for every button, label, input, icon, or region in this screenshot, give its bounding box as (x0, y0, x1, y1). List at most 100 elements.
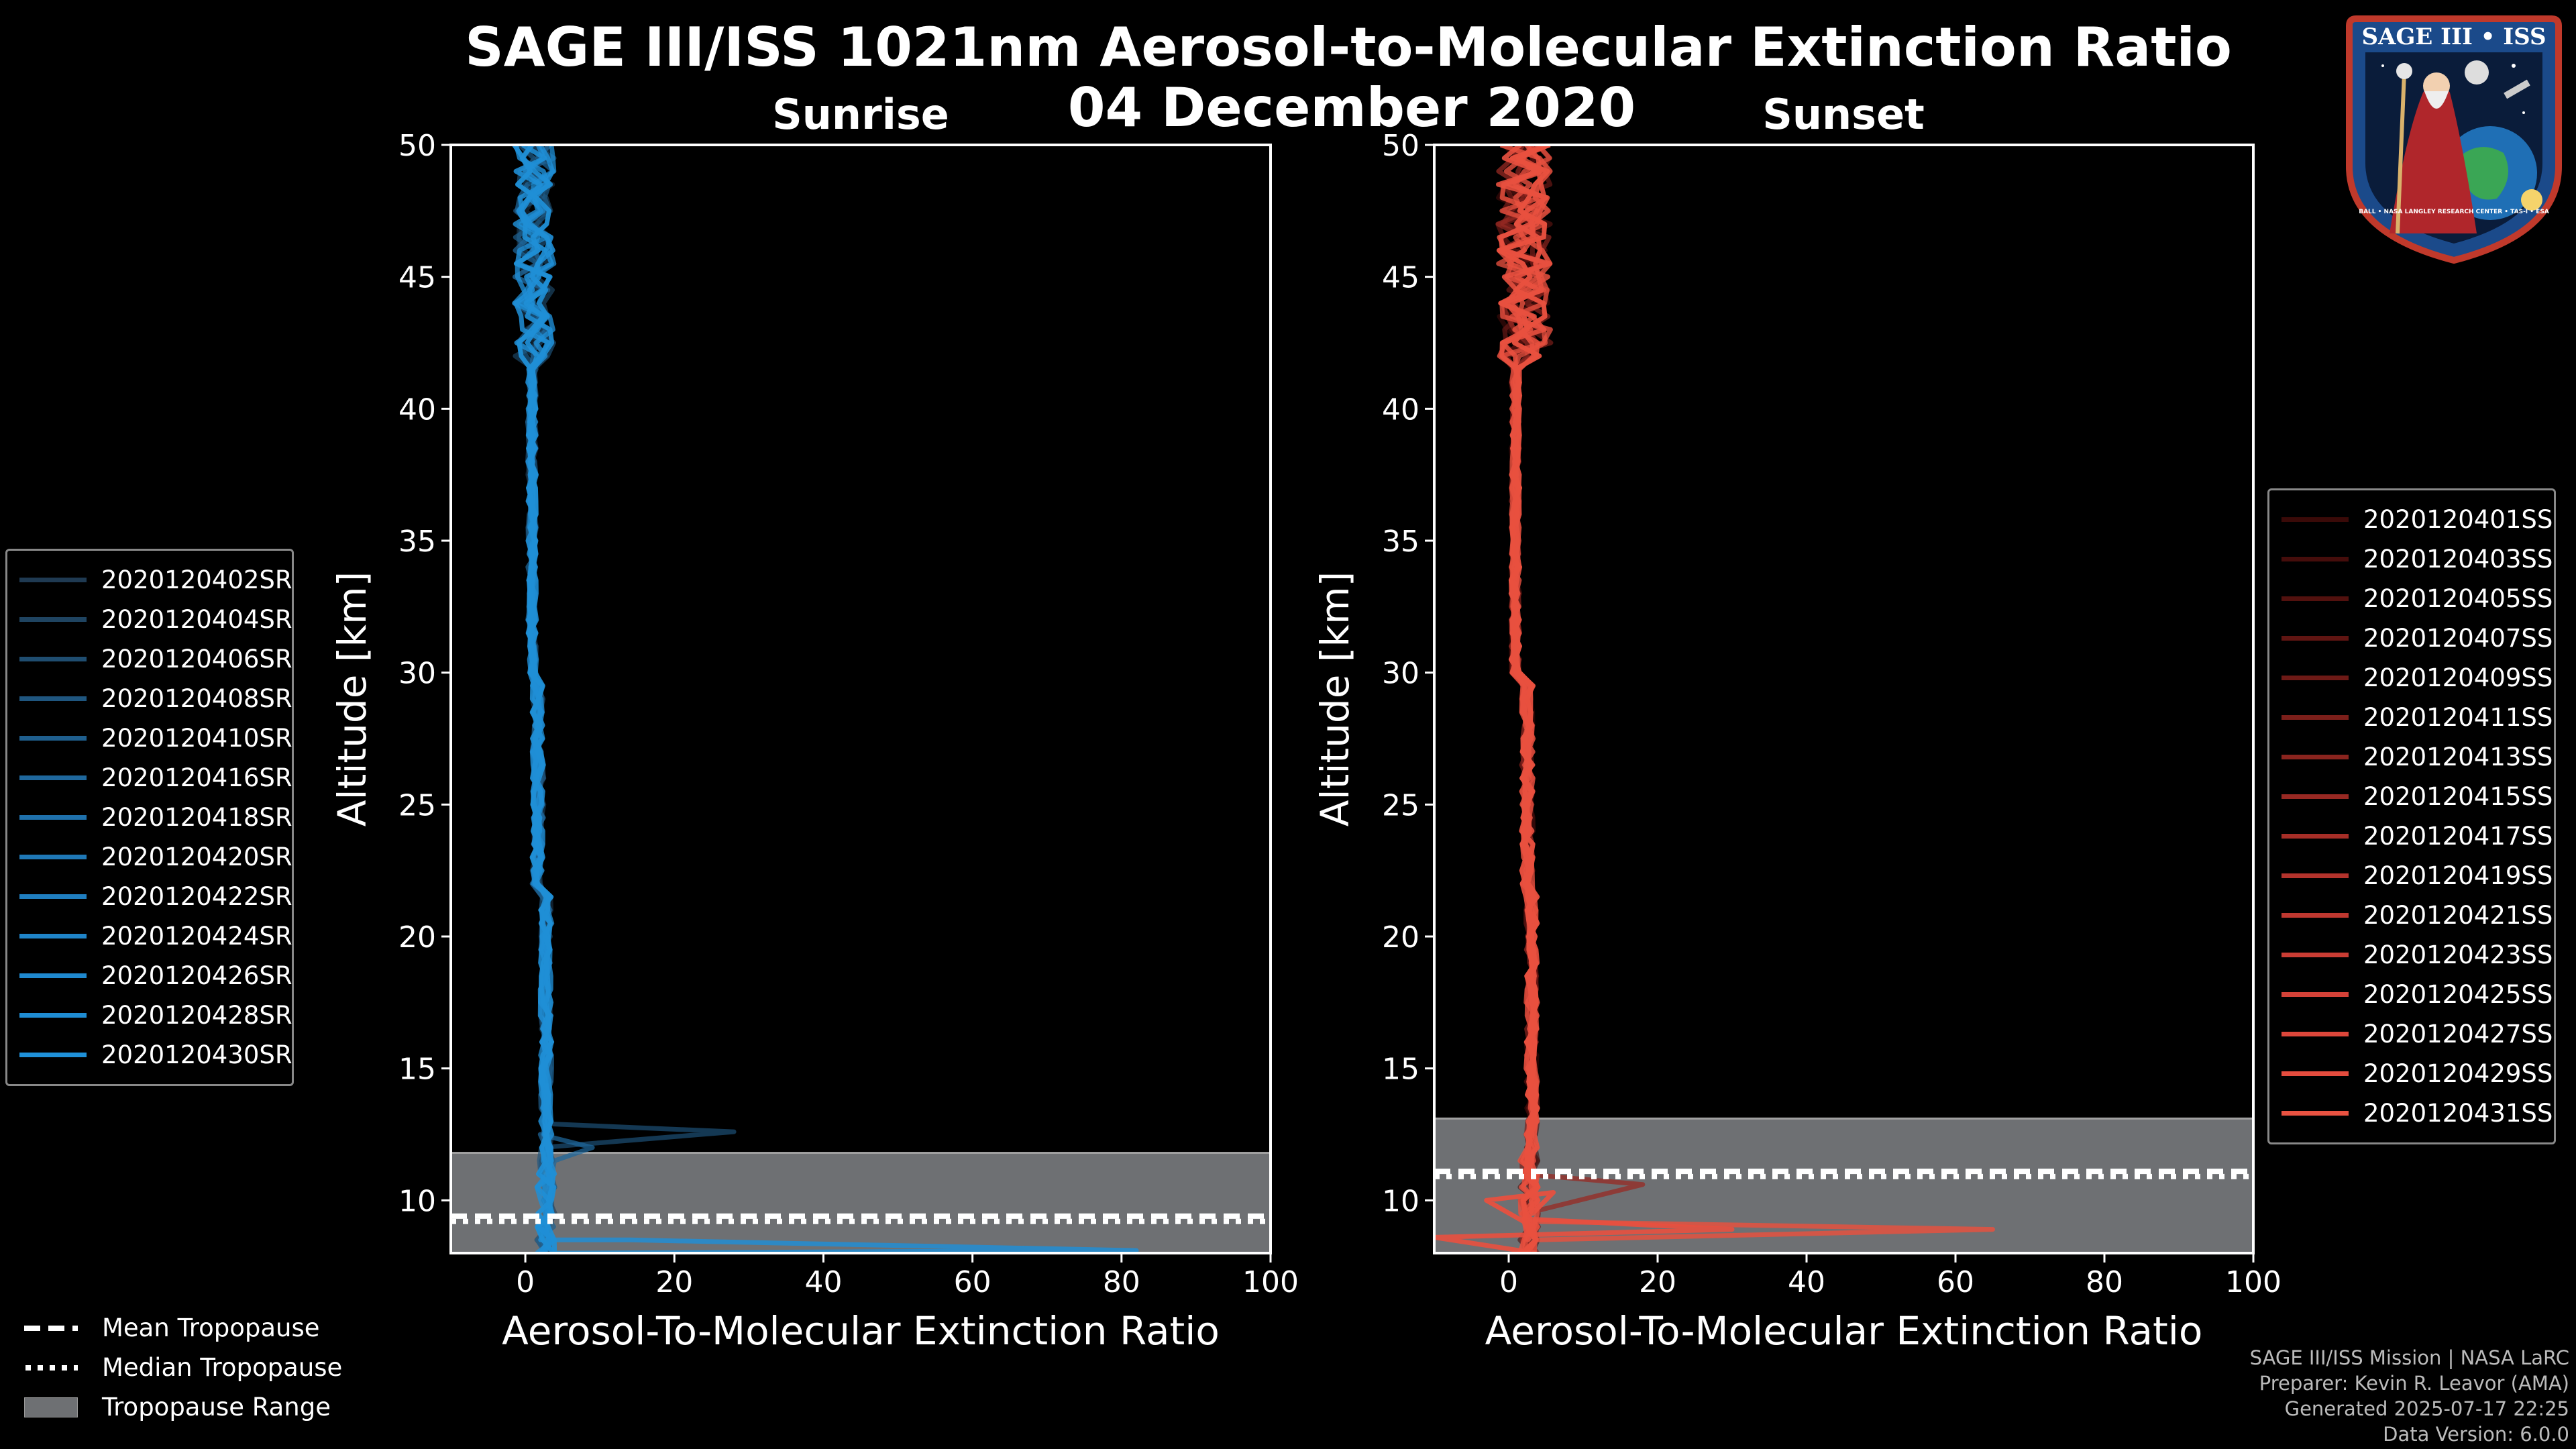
plot-frame (1433, 144, 2255, 1254)
legend-item-2020120401SS: 2020120401SS (2282, 500, 2553, 539)
legend-swatch (19, 1013, 87, 1018)
legend-label: 2020120427SS (2363, 1020, 2553, 1049)
sunrise-panel: 0 20 40 60 80 100 10 15 20 25 30 35 40 45 50 Aerosol-To… (329, 90, 1299, 1354)
legend-item-2020120423SS: 2020120423SS (2282, 935, 2553, 975)
y-tick-label: 10 (1382, 1184, 1419, 1218)
y-tick-label: 20 (1382, 920, 1419, 955)
legend-label: 2020120413SS (2363, 743, 2553, 771)
legend-swatch (19, 775, 87, 780)
figure-date: 04 December 2020 (1068, 76, 1635, 139)
profile-line-2020120427SS (1434, 145, 1735, 1253)
legend-item-2020120413SS: 2020120413SS (2282, 737, 2553, 777)
legend-item-2020120417SS: 2020120417SS (2282, 816, 2553, 856)
legend-label: 2020120419SS (2363, 861, 2553, 890)
legend-swatch (2282, 992, 2349, 997)
legend-item-2020120424SR: 2020120424SR (19, 916, 292, 956)
legend-item-2020120410SR: 2020120410SR (19, 718, 292, 758)
legend-swatch (2282, 517, 2349, 522)
legend-swatch (19, 934, 87, 938)
legend-label: 2020120406SR (101, 645, 292, 674)
legend-item-2020120415SS: 2020120415SS (2282, 777, 2553, 816)
logo-caption: BALL • NASA LANGLEY RESEARCH CENTER • TA… (2359, 209, 2549, 215)
legend-label: 2020120426SR (101, 961, 292, 990)
legend-item-2020120428SR: 2020120428SR (19, 996, 292, 1035)
legend-item-2020120408SR: 2020120408SR (19, 679, 292, 718)
legend-item-2020120404SR: 2020120404SR (19, 600, 292, 639)
x-tick-label: 40 (1788, 1265, 1825, 1299)
legend-swatch (19, 973, 87, 978)
y-tick-label: 25 (1382, 788, 1419, 822)
y-tick-label: 15 (398, 1053, 436, 1087)
x-axis-label: Aerosol-To-Molecular Extinction Ratio (502, 1308, 1220, 1354)
legend-label: 2020120403SS (2363, 545, 2553, 574)
legend-label: 2020120425SS (2363, 980, 2553, 1009)
legend-item-2020120418SR: 2020120418SR (19, 798, 292, 837)
legend-swatch (2282, 953, 2349, 957)
legend-swatch (19, 657, 87, 661)
y-axis-label: Altitude [km] (1312, 572, 1358, 826)
x-tick-label: 0 (1499, 1265, 1518, 1299)
y-tick-label: 40 (398, 392, 436, 427)
x-tick-label: 20 (1639, 1265, 1676, 1299)
legend-item-2020120416SR: 2020120416SR (19, 758, 292, 798)
plot-frame (449, 144, 1272, 1254)
y-axis-label: Altitude [km] (329, 572, 375, 826)
legend-label: 2020120423SS (2363, 941, 2553, 969)
x-tick-label: 100 (2225, 1265, 2282, 1299)
legend-label: 2020120417SS (2363, 822, 2553, 851)
legend-label: 2020120405SS (2363, 584, 2553, 613)
legend-label: 2020120415SS (2363, 782, 2553, 811)
y-tick-label: 30 (398, 657, 436, 691)
legend-item-2020120405SS: 2020120405SS (2282, 579, 2553, 619)
legend-mean-tropopause: Mean Tropopause (24, 1308, 342, 1348)
legend-tropopause-range: Tropopause Range (24, 1387, 342, 1427)
legend-range-label: Tropopause Range (102, 1393, 331, 1421)
legend-item-2020120430SR: 2020120430SR (19, 1035, 292, 1075)
legend-label: 2020120404SR (101, 605, 292, 634)
legend-swatch (2282, 834, 2349, 839)
footer-mission: SAGE III/ISS Mission | NASA LaRC (2249, 1346, 2569, 1369)
legend-label: 2020120424SR (101, 922, 292, 951)
x-tick-label: 20 (655, 1265, 693, 1299)
y-tick-label: 45 (1382, 261, 1419, 295)
legend-median-label: Median Tropopause (102, 1353, 343, 1382)
legend-label: 2020120402SR (101, 566, 292, 594)
y-tick-label: 50 (1382, 129, 1419, 163)
legend-swatch (2282, 636, 2349, 641)
x-tick-label: 80 (1103, 1265, 1140, 1299)
y-tick-label: 35 (398, 525, 436, 559)
legend-label: 2020120410SR (101, 724, 292, 753)
legend-swatch (2282, 715, 2349, 720)
legend-item-2020120402SR: 2020120402SR (19, 560, 292, 600)
legend-label: 2020120430SR (101, 1040, 292, 1069)
x-tick-label: 40 (804, 1265, 842, 1299)
legend-median-tropopause: Median Tropopause (24, 1348, 342, 1387)
legend-label: 2020120421SS (2363, 901, 2553, 930)
legend-swatch (19, 696, 87, 701)
legend-item-2020120422SR: 2020120422SR (19, 877, 292, 916)
legend-swatch (2282, 676, 2349, 680)
sunset-panel: 0 20 40 60 80 100 10 15 20 25 30 35 40 45 50 Aerosol-To… (1312, 90, 2282, 1354)
legend-label: 2020120408SR (101, 684, 292, 713)
footer-preparer: Preparer: Kevin R. Leavor (AMA) (2259, 1372, 2569, 1395)
legend-swatch (19, 736, 87, 741)
tropopause-range-band (449, 1152, 1272, 1254)
legend-label: 2020120431SS (2363, 1099, 2553, 1128)
y-tick-label: 30 (1382, 657, 1419, 691)
y-tick-label: 45 (398, 261, 436, 295)
legend-item-2020120406SR: 2020120406SR (19, 639, 292, 679)
legend-label: 2020120422SR (101, 882, 292, 911)
y-tick-label: 10 (398, 1184, 436, 1218)
legend-item-2020120419SS: 2020120419SS (2282, 856, 2553, 896)
legend-label: 2020120418SR (101, 803, 292, 832)
profile-line-2020120430SR (513, 145, 556, 1253)
legend-label: 2020120420SR (101, 843, 292, 871)
legend-swatch (2282, 596, 2349, 601)
dotted-line-icon (25, 1364, 78, 1371)
y-tick-label: 50 (398, 129, 436, 163)
legend-label: 2020120416SR (101, 763, 292, 792)
legend-swatch (2282, 873, 2349, 878)
legend-swatch (19, 815, 87, 820)
profile-line-2020120422SR (513, 145, 1139, 1253)
legend-item-2020120411SS: 2020120411SS (2282, 698, 2553, 737)
